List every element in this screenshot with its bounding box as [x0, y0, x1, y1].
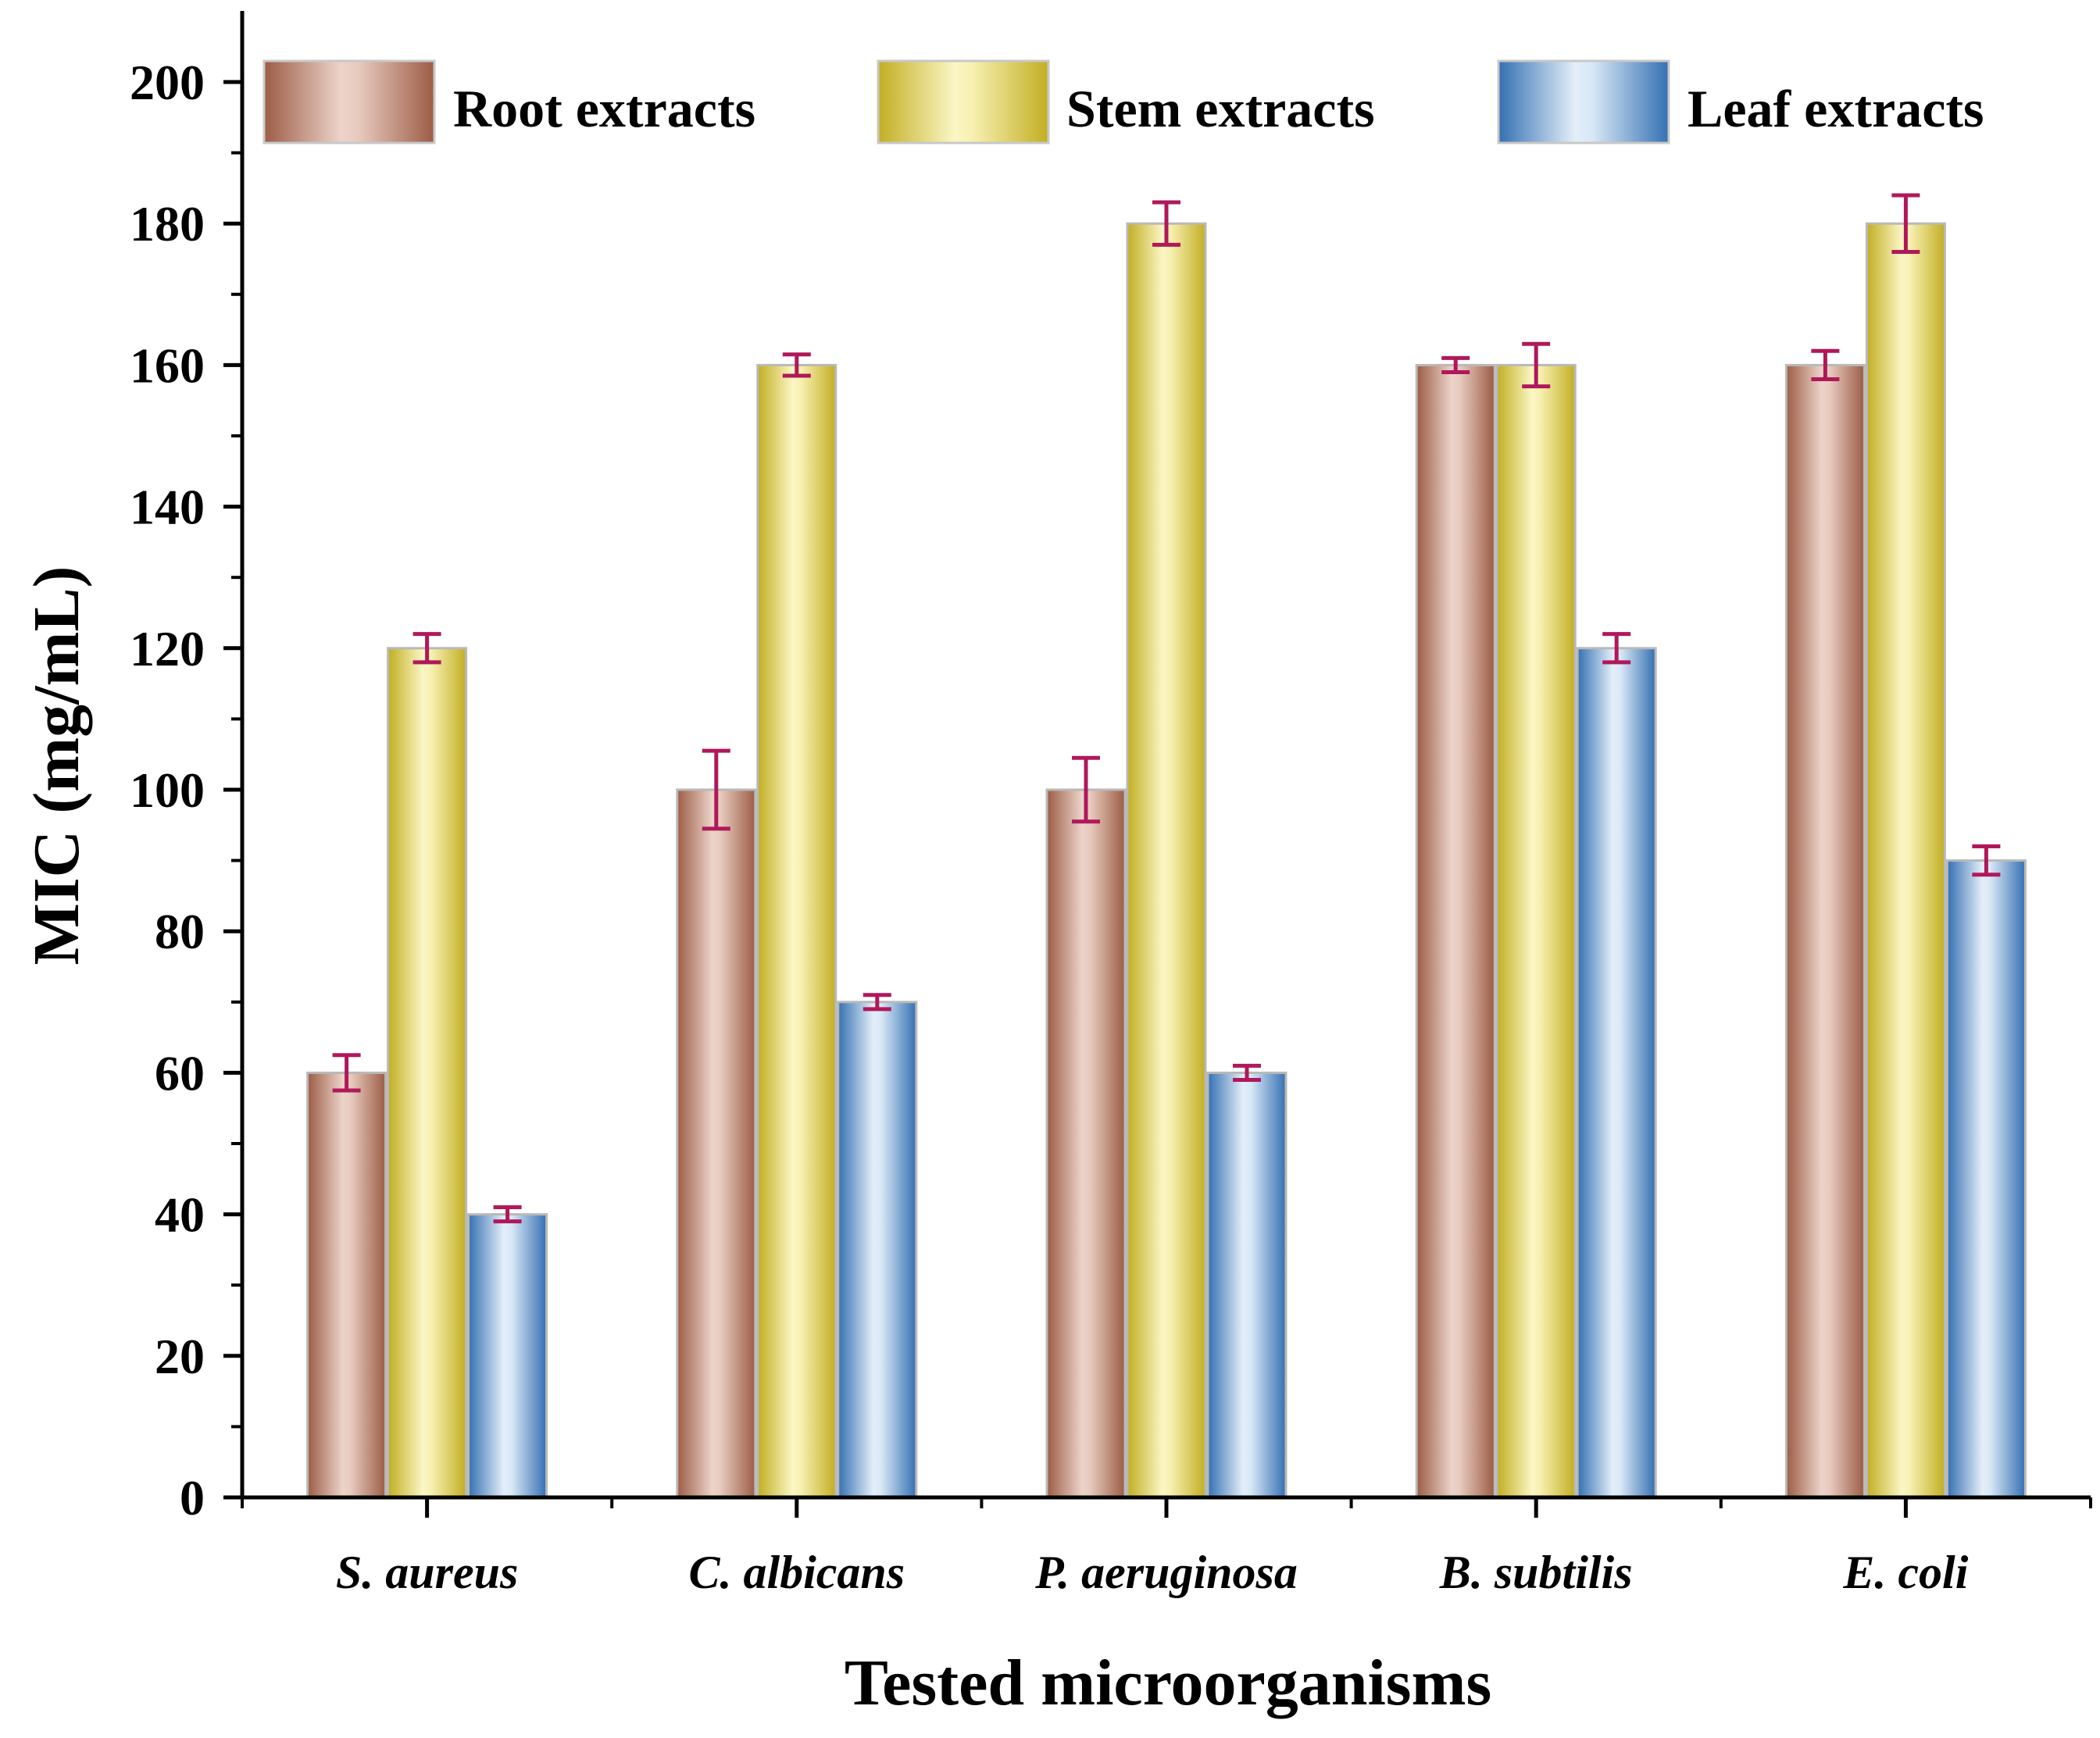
y-tick-label: 160	[130, 337, 205, 393]
error-bar-root-s-aureus	[332, 1053, 361, 1093]
bar-root-c-albicans	[676, 788, 757, 1499]
bar-root-p-aeruginosa	[1045, 788, 1127, 1499]
error-bar-root-e-coli	[1811, 348, 1840, 382]
error-bar-root-p-aeruginosa	[1072, 755, 1100, 824]
error-bar-leaf-p-aeruginosa	[1233, 1063, 1261, 1082]
legend-swatch-root	[262, 59, 436, 145]
x-ticks: S. aureus C. albicans P. aeruginosa B. subt…	[241, 1497, 2092, 1598]
bars-layer	[306, 222, 2027, 1499]
error-bars-layer	[332, 193, 2001, 1224]
legend-item-stem: Stem extracts	[877, 59, 1375, 145]
bar-stem-p-aeruginosa	[1126, 222, 1207, 1499]
legend-swatch-stem	[877, 59, 1050, 145]
y-tick-label: 180	[130, 196, 205, 252]
bar-root-e-coli	[1784, 363, 1866, 1499]
y-tick-label: 120	[130, 621, 205, 676]
error-bar-root-c-albicans	[702, 748, 730, 831]
legend-label-root: Root extracts	[453, 79, 755, 138]
error-bar-stem-b-subtilis	[1522, 341, 1551, 389]
legend-item-leaf: Leaf extracts	[1497, 59, 1984, 145]
bar-stem-c-albicans	[756, 363, 838, 1499]
bar-stem-e-coli	[1865, 222, 1946, 1499]
y-tick-label: 0	[180, 1470, 205, 1526]
x-axis-title: Tested microorganisms	[845, 1647, 1491, 1719]
x-tick-label-s-aureus: S. aureus	[336, 1547, 518, 1598]
bar-leaf-p-aeruginosa	[1206, 1071, 1288, 1499]
error-bar-root-b-subtilis	[1441, 355, 1470, 374]
bar-leaf-e-coli	[1945, 859, 2027, 1499]
y-tick-label: 60	[155, 1045, 205, 1101]
error-bar-stem-s-aureus	[412, 632, 441, 665]
y-axis-title: MIC (mg/mL)	[20, 566, 93, 965]
legend: Root extracts Stem extracts Leaf extract…	[262, 59, 1984, 145]
y-tick-label: 100	[130, 762, 205, 818]
bar-root-b-subtilis	[1415, 363, 1496, 1499]
y-tick-label: 200	[130, 55, 205, 110]
legend-item-root: Root extracts	[262, 59, 755, 145]
bar-root-s-aureus	[306, 1071, 388, 1499]
bar-stem-s-aureus	[387, 647, 468, 1499]
y-tick-label: 80	[155, 904, 205, 959]
y-tick-label: 140	[130, 480, 205, 535]
x-tick-label-b-subtilis: B. subtilis	[1439, 1547, 1633, 1598]
y-ticks: 0 20 40 60 80 100 120 140 160 180 200	[130, 55, 242, 1526]
x-tick-label-p-aeruginosa: P. aeruginosa	[1034, 1547, 1298, 1598]
error-bar-leaf-b-subtilis	[1602, 632, 1631, 665]
legend-swatch-leaf	[1497, 59, 1670, 145]
error-bar-stem-p-aeruginosa	[1152, 200, 1180, 247]
error-bar-stem-e-coli	[1891, 193, 1920, 254]
bar-leaf-s-aureus	[467, 1213, 548, 1499]
bar-leaf-b-subtilis	[1576, 647, 1657, 1499]
legend-label-stem: Stem extracts	[1066, 79, 1375, 138]
error-bar-leaf-s-aureus	[493, 1205, 522, 1224]
bar-stem-b-subtilis	[1495, 363, 1577, 1499]
error-bar-leaf-c-albicans	[862, 993, 891, 1012]
error-bar-stem-c-albicans	[782, 352, 811, 378]
y-tick-label: 40	[155, 1187, 205, 1243]
error-bar-leaf-e-coli	[1972, 844, 2001, 877]
legend-label-leaf: Leaf extracts	[1688, 79, 1984, 138]
y-tick-label: 20	[155, 1329, 205, 1384]
bar-leaf-c-albicans	[837, 1001, 918, 1499]
x-tick-label-c-albicans: C. albicans	[688, 1547, 905, 1598]
x-tick-label-e-coli: E. coli	[1842, 1547, 1968, 1598]
